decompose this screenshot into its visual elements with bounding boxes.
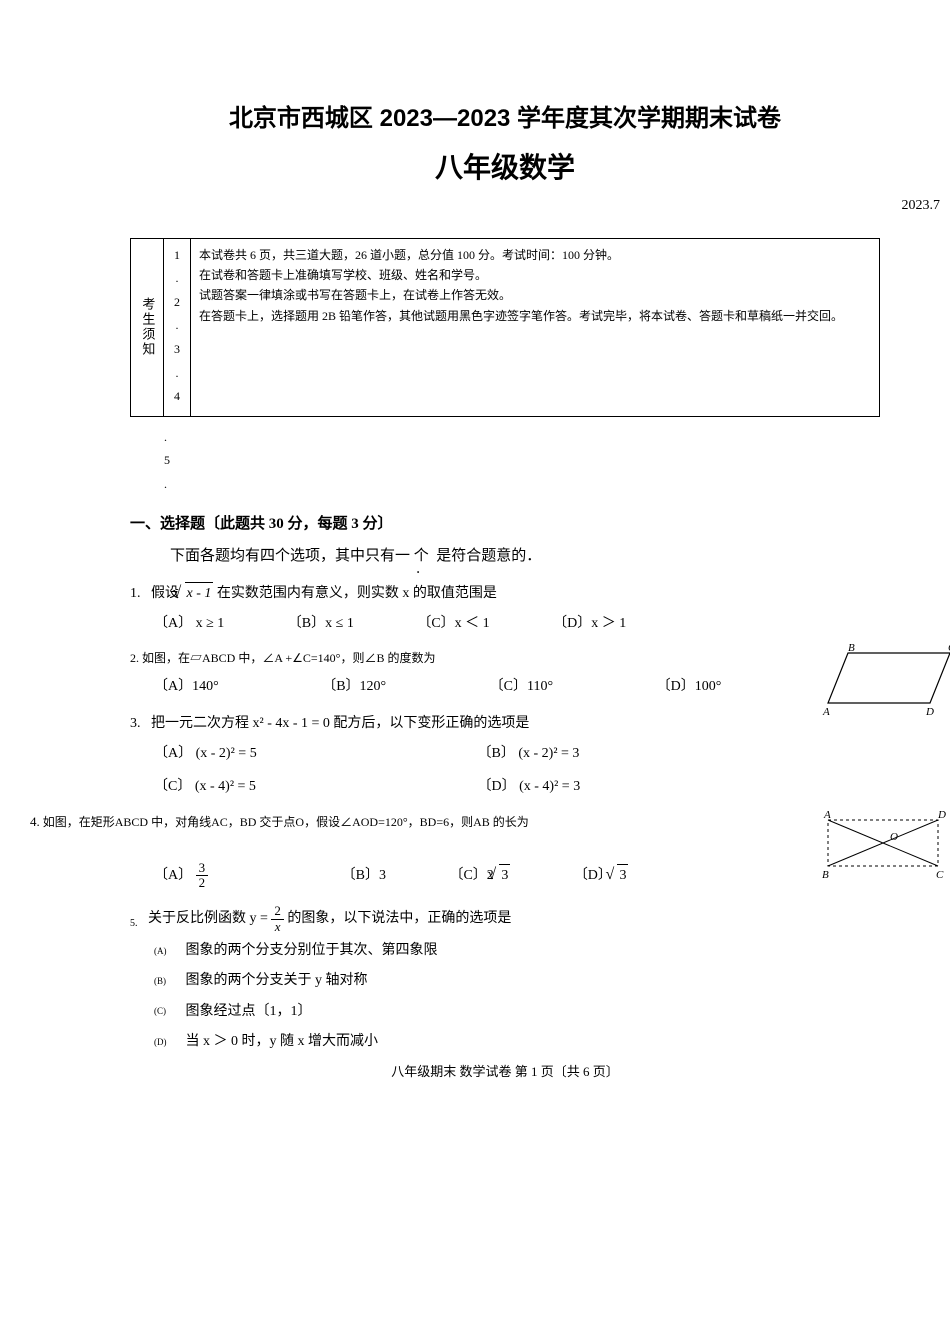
notice-num: . xyxy=(164,474,950,496)
question-4-opts: 〔A〕 3 2 〔B〕3 〔C〕2 3 〔D〕 3 xyxy=(130,861,930,891)
q2-opt-b: 〔B〕120° xyxy=(322,676,386,698)
q5-label-a: (A) xyxy=(154,944,182,958)
q2-opt-c: 〔C〕110° xyxy=(490,676,553,698)
q4-c-root: 3 xyxy=(499,864,510,887)
q1-sqrt: x - 1 xyxy=(187,586,212,601)
q1-stem-post: 在实数范围内有意义，则实数 x 的取值范围是 xyxy=(217,586,497,601)
q3-opt-d: 〔D〕 (x - 4)² = 3 xyxy=(478,776,798,798)
title-sub: 八年级数学 xyxy=(30,146,950,191)
notice-line: 在答题卡上，选择题用 2B 铅笔作答，其他试题用黑色字迹签字笔作答。考试完毕，将… xyxy=(199,306,871,326)
q1-opt-d: 〔D〕x ＞ 1 xyxy=(553,613,626,635)
q4-opt-a: 〔A〕 3 2 xyxy=(154,861,208,891)
q5-num: 5. xyxy=(130,918,138,929)
q3-stem: 把一元二次方程 x² - 4x - 1 = 0 配方后，以下变形正确的选项是 xyxy=(151,716,529,731)
q2-stem: 如图，在▱ABCD 中，∠A +∠C=140°，则∠B 的度数为 xyxy=(142,651,435,665)
q5-stem-post: 的图象，以下说法中，正确的选项是 xyxy=(287,911,511,926)
frac-den: x xyxy=(271,920,284,934)
q4-stem: 如图，在矩形ABCD 中，对角线AC，BD 交于点O，假设∠AOD=120°，B… xyxy=(43,815,529,829)
q4-num: 4. xyxy=(30,814,40,829)
notice-num: . xyxy=(164,427,950,449)
notice-line: 在试卷和答题卡上准确填写学校、班级、姓名和学号。 xyxy=(199,265,871,285)
exam-date: 2023.7 xyxy=(30,195,950,217)
notice-nums: 1 . 2 . 3 . 4 xyxy=(164,239,191,416)
q3-opt-c: 〔C〕 (x - 4)² = 5 xyxy=(154,776,474,798)
q2-opt-d: 〔D〕100° xyxy=(657,676,722,698)
fig-label-b: B xyxy=(848,643,855,654)
q3-num: 3. xyxy=(130,716,141,731)
q2-num: 2. xyxy=(130,651,139,665)
q1-num: 1. xyxy=(130,586,141,601)
q5-stem-pre: 关于反比例函数 y = xyxy=(148,911,268,926)
notice-line: 本试卷共 6 页，共三道大题，26 道小题，总分值 100 分。考试时间：100… xyxy=(199,245,871,265)
q5-label-c: (C) xyxy=(154,1004,182,1018)
fig-label-d: D xyxy=(937,809,946,821)
q4-opt-b: 〔B〕3 xyxy=(342,865,386,887)
notice-num: . xyxy=(166,268,188,290)
q5-label-d: (D) xyxy=(154,1035,182,1049)
q5-opt-d: 当 x ＞ 0 时，y 随 x 增大而减小 xyxy=(186,1034,379,1049)
q3-opt-b: 〔B〕 (x - 2)² = 3 xyxy=(478,743,798,765)
desc-pre: 下面各题均有四个选项，其中只有一 xyxy=(170,548,410,564)
q4-opt-c: 〔C〕2 3 xyxy=(449,864,510,887)
section-1-desc: 下面各题均有四个选项，其中只有一 个 是符合题意的． xyxy=(170,544,950,568)
notice-num: 4 xyxy=(166,386,188,408)
frac-den: 2 xyxy=(196,876,209,890)
q4-d-root: 3 xyxy=(617,864,628,887)
q4-opt-d: 〔D〕 3 xyxy=(574,864,629,887)
q1-opt-a: 〔A〕 x ≥ 1 xyxy=(154,613,224,635)
notice-num: 3 xyxy=(166,339,188,361)
fig-label-a: A xyxy=(823,809,831,821)
notice-box: 考生须知 1 . 2 . 3 . 4 本试卷共 6 页，共三道大题，26 道小题… xyxy=(130,238,880,417)
question-3: 3. 把一元二次方程 x² - 4x - 1 = 0 配方后，以下变形正确的选项… xyxy=(130,713,930,798)
notice-label-cell: 考生须知 xyxy=(131,239,164,416)
sqrt-icon: 3 xyxy=(615,864,628,887)
q5-opt-c: 图象经过点〔1，1〕 xyxy=(186,1004,312,1019)
q1-opt-b: 〔B〕x ≤ 1 xyxy=(288,613,354,635)
question-1: 1. 假设 x - 1 在实数范围内有意义，则实数 x 的取值范围是 〔A〕 x… xyxy=(130,582,930,636)
notice-num: . xyxy=(166,363,188,385)
notice-num: 2 xyxy=(166,292,188,314)
sqrt-icon: 3 xyxy=(497,864,510,887)
notice-label: 考生须知 xyxy=(137,297,158,357)
q5-label-b: (B) xyxy=(154,974,182,988)
notice-num: 5 xyxy=(164,450,950,472)
page-footer: 八年级期末 数学试卷 第 1 页〔共 6 页〕 xyxy=(30,1062,950,1083)
question-5: 5. 关于反比例函数 y = 2 x 的图象，以下说法中，正确的选项是 (A) … xyxy=(130,904,930,1053)
title-main: 北京市西城区 2023—2023 学年度其次学期期末试卷 xyxy=(30,100,950,138)
q5-opt-b: 图象的两个分支关于 y 轴对称 xyxy=(186,973,368,988)
desc-post: 是符合题意的． xyxy=(436,548,541,564)
fraction-icon: 3 2 xyxy=(196,861,209,891)
notice-line: 试题答案一律填涂或书写在答题卡上，在试卷上作答无效。 xyxy=(199,285,871,305)
frac-num: 2 xyxy=(271,904,284,919)
desc-dot: 个 xyxy=(414,544,429,568)
notice-text: 本试卷共 6 页，共三道大题，26 道小题，总分值 100 分。考试时间：100… xyxy=(191,239,879,416)
q4-opt-a-label: 〔A〕 xyxy=(154,868,192,883)
question-2: B C A D 2. 如图，在▱ABCD 中，∠A +∠C=140°，则∠B 的… xyxy=(130,649,930,699)
q2-opt-a: 〔A〕140° xyxy=(154,676,219,698)
fig-label-c: C xyxy=(936,869,944,881)
section-1-head: 一、选择题〔此题共 30 分，每题 3 分〕 xyxy=(130,512,950,536)
notice-num: . xyxy=(166,315,188,337)
sqrt-icon: x - 1 xyxy=(183,582,214,605)
notice-num: 1 xyxy=(166,245,188,267)
notice-overflow: . 5 . xyxy=(164,427,950,496)
q1-opt-c: 〔C〕x ＜ 1 xyxy=(417,613,489,635)
q3-opt-a: 〔A〕 (x - 2)² = 5 xyxy=(154,743,474,765)
fraction-icon: 2 x xyxy=(271,904,284,934)
fig-label-o: O xyxy=(890,831,898,843)
frac-num: 3 xyxy=(196,861,209,876)
q5-opt-a: 图象的两个分支分别位于其次、第四象限 xyxy=(186,943,438,958)
